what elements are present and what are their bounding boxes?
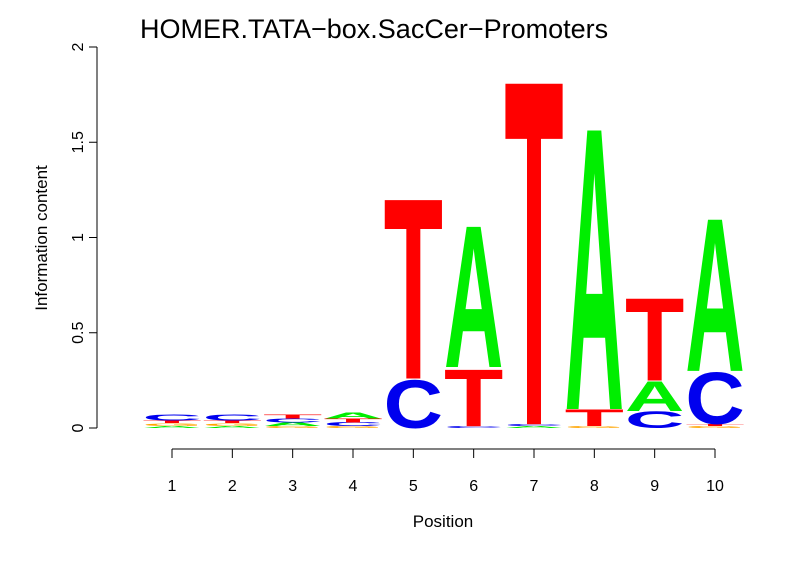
logo-letter: T	[444, 353, 503, 445]
logo-letter: A	[444, 182, 503, 410]
x-tick-label: 5	[409, 478, 418, 495]
y-tick-label: 0.5	[70, 322, 87, 344]
x-tick-label: 8	[590, 478, 599, 495]
logo-letter: T	[142, 420, 202, 424]
logo-letter: G	[203, 423, 262, 427]
logo-letter: T	[203, 420, 263, 424]
logo-letter: T	[384, 144, 443, 434]
x-tick-label: 2	[228, 478, 237, 495]
logo-letter: A	[685, 173, 744, 419]
x-tick-label: 9	[650, 478, 659, 495]
x-tick-label: 10	[706, 478, 724, 495]
logo-letter: T	[504, 0, 563, 530]
logo-letter: C	[685, 358, 744, 441]
logo-letter: G	[565, 426, 624, 429]
logo-letter: A	[263, 421, 322, 427]
logo-letter: T	[323, 418, 383, 424]
logo-letter: C	[203, 413, 262, 422]
logo-letter: G	[323, 426, 382, 429]
logo-letter: G	[142, 423, 201, 427]
x-tick-label: 6	[469, 478, 478, 495]
logo-letter: C	[504, 424, 563, 427]
x-tick-label: 3	[288, 478, 297, 495]
logo-letter: C	[444, 426, 503, 429]
x-tick-label: 7	[530, 478, 539, 495]
logo-letter: G	[263, 426, 322, 429]
logo-letter: A	[142, 426, 201, 429]
logo-letter: A	[565, 44, 624, 496]
x-tick-label: 1	[168, 478, 177, 495]
logo-letter: A	[625, 372, 684, 420]
x-axis-label: Position	[413, 512, 473, 531]
y-tick-label: 1.5	[70, 131, 87, 153]
y-axis-label: Information content	[32, 165, 51, 311]
x-tick-label: 4	[349, 478, 358, 495]
logo-letter: T	[625, 273, 684, 406]
y-tick-label: 0	[70, 423, 87, 432]
logo-letter: A	[323, 411, 382, 420]
logo-letter: T	[685, 424, 745, 427]
logo-letter: A	[203, 426, 262, 429]
chart-title: HOMER.TATA−box.SacCer−Promoters	[140, 14, 608, 44]
logo-letter: C	[384, 366, 443, 443]
logo-letter: G	[685, 426, 744, 429]
logo-letter: C	[625, 406, 684, 433]
logo-letter: T	[263, 414, 323, 420]
logo-letter: C	[263, 418, 322, 424]
logo-letter: C	[323, 421, 382, 427]
logo-letter: C	[142, 413, 201, 422]
y-tick-label: 1	[70, 233, 87, 242]
logo-letter: A	[504, 426, 563, 429]
y-tick-label: 2	[70, 42, 87, 51]
logo-letter: T	[565, 404, 625, 431]
